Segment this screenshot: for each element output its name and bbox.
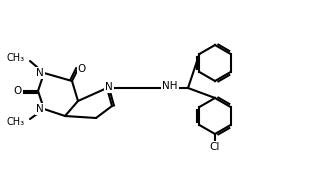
Text: NH: NH (162, 81, 178, 91)
Text: N: N (105, 82, 113, 92)
Text: Cl: Cl (210, 142, 220, 152)
Text: O: O (78, 64, 86, 74)
Text: CH₃: CH₃ (7, 53, 25, 63)
Text: O: O (14, 86, 22, 96)
Text: N: N (36, 104, 44, 114)
Text: CH₃: CH₃ (7, 117, 25, 127)
Text: N: N (36, 68, 44, 78)
